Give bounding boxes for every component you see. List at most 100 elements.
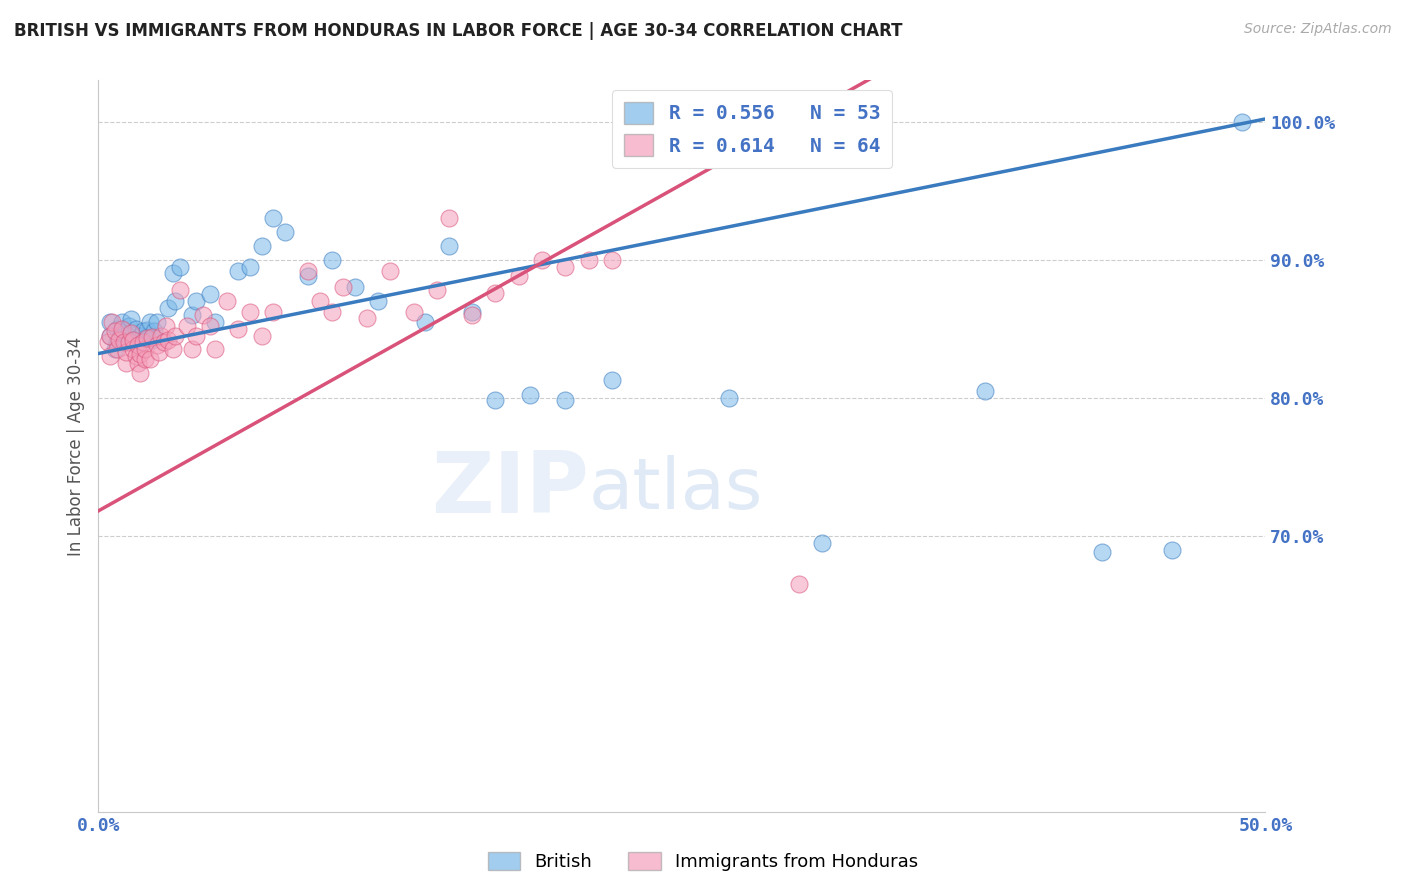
Point — [169, 260, 191, 274]
Point — [200, 318, 222, 333]
Point — [309, 294, 332, 309]
Point — [297, 264, 319, 278]
Point — [152, 335, 174, 350]
Point — [297, 269, 319, 284]
Point — [367, 294, 389, 309]
Point — [262, 305, 284, 319]
Point — [118, 335, 141, 350]
Point — [122, 333, 145, 347]
Point — [97, 335, 120, 350]
Point — [193, 308, 215, 322]
Point — [461, 305, 484, 319]
Point — [239, 260, 262, 274]
Point — [186, 328, 208, 343]
Point — [132, 325, 155, 339]
Point — [530, 252, 553, 267]
Point — [508, 269, 530, 284]
Point — [262, 211, 284, 226]
Point — [98, 349, 121, 363]
Point — [134, 352, 156, 367]
Point — [157, 333, 180, 347]
Text: ZIP: ZIP — [430, 449, 589, 532]
Point — [112, 335, 135, 350]
Point — [578, 252, 600, 267]
Point — [127, 356, 149, 370]
Point — [112, 325, 135, 339]
Point — [402, 305, 425, 319]
Point — [101, 315, 124, 329]
Point — [148, 345, 170, 359]
Point — [146, 315, 169, 329]
Point — [111, 315, 134, 329]
Point — [155, 318, 177, 333]
Point — [125, 349, 148, 363]
Point — [671, 114, 693, 128]
Point — [105, 335, 128, 350]
Point — [150, 328, 173, 343]
Point — [141, 333, 163, 347]
Point — [108, 333, 131, 347]
Point — [115, 335, 138, 350]
Point — [120, 312, 142, 326]
Point — [104, 343, 127, 357]
Point — [139, 315, 162, 329]
Point — [134, 343, 156, 357]
Point — [437, 211, 460, 226]
Point — [129, 328, 152, 343]
Point — [461, 308, 484, 322]
Y-axis label: In Labor Force | Age 30-34: In Labor Force | Age 30-34 — [66, 336, 84, 556]
Point — [321, 305, 343, 319]
Point — [125, 321, 148, 335]
Point — [118, 318, 141, 333]
Point — [250, 239, 273, 253]
Point — [344, 280, 367, 294]
Point — [115, 356, 138, 370]
Legend: R = 0.556   N = 53, R = 0.614   N = 64: R = 0.556 N = 53, R = 0.614 N = 64 — [612, 90, 891, 168]
Point — [176, 318, 198, 333]
Point — [974, 384, 997, 398]
Point — [484, 285, 506, 300]
Point — [136, 331, 159, 345]
Point — [98, 315, 121, 329]
Point — [134, 331, 156, 345]
Point — [165, 328, 187, 343]
Point — [169, 283, 191, 297]
Point — [122, 333, 145, 347]
Point — [129, 366, 152, 380]
Point — [143, 325, 166, 339]
Point — [162, 267, 184, 281]
Point — [139, 352, 162, 367]
Point — [600, 252, 623, 267]
Point — [519, 388, 541, 402]
Point — [204, 343, 226, 357]
Point — [132, 335, 155, 350]
Point — [380, 264, 402, 278]
Point — [228, 264, 250, 278]
Legend: British, Immigrants from Honduras: British, Immigrants from Honduras — [481, 845, 925, 879]
Point — [200, 287, 222, 301]
Point — [426, 283, 449, 297]
Point — [127, 338, 149, 352]
Point — [141, 330, 163, 344]
Point — [717, 391, 740, 405]
Text: BRITISH VS IMMIGRANTS FROM HONDURAS IN LABOR FORCE | AGE 30-34 CORRELATION CHART: BRITISH VS IMMIGRANTS FROM HONDURAS IN L… — [14, 22, 903, 40]
Point — [787, 577, 810, 591]
Point — [105, 321, 128, 335]
Point — [111, 326, 134, 340]
Point — [204, 315, 226, 329]
Point — [600, 373, 623, 387]
Point — [321, 252, 343, 267]
Point — [274, 225, 297, 239]
Point — [165, 294, 187, 309]
Point — [413, 315, 436, 329]
Point — [1230, 114, 1253, 128]
Point — [356, 310, 378, 325]
Point — [484, 393, 506, 408]
Text: atlas: atlas — [589, 456, 763, 524]
Point — [115, 345, 138, 359]
Point — [105, 343, 128, 357]
Point — [554, 393, 576, 408]
Point — [180, 343, 202, 357]
Point — [250, 328, 273, 343]
Point — [162, 343, 184, 357]
